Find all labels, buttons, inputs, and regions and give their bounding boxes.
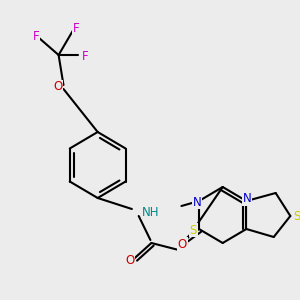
Text: N: N bbox=[193, 196, 201, 208]
Text: F: F bbox=[82, 50, 88, 62]
Text: O: O bbox=[178, 238, 187, 250]
Text: N: N bbox=[243, 193, 252, 206]
Text: F: F bbox=[73, 22, 80, 34]
Text: F: F bbox=[33, 29, 40, 43]
Text: NH: NH bbox=[142, 206, 159, 218]
Text: O: O bbox=[125, 254, 134, 268]
Text: S: S bbox=[293, 209, 300, 223]
Text: O: O bbox=[53, 80, 62, 94]
Text: S: S bbox=[190, 224, 197, 236]
